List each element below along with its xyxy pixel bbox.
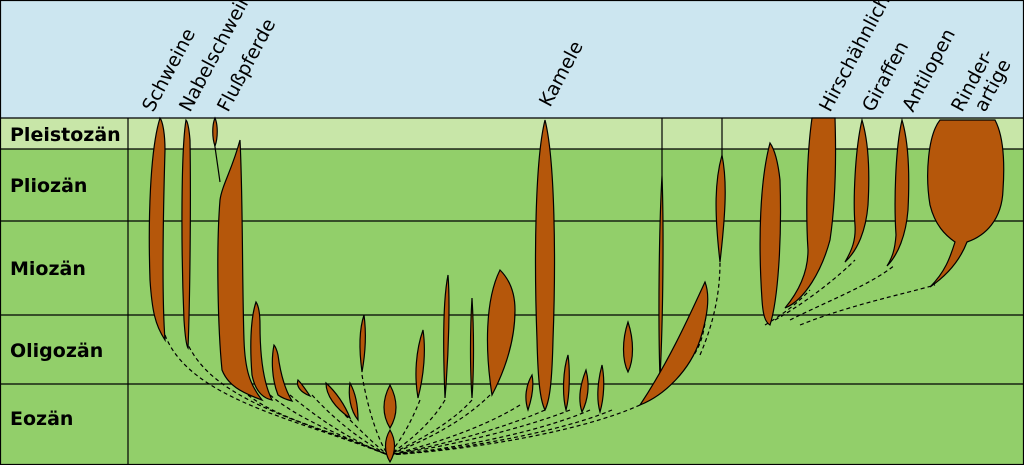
epoch-label-pleistocene: Pleistozän [10, 124, 121, 146]
lineage-schweine [148, 116, 166, 343]
lineage-extinct-7 [415, 329, 425, 399]
eocene-band [0, 384, 1024, 465]
lineage-extinct-3 [296, 378, 312, 398]
lineage-flusspferde-early [212, 116, 218, 148]
lineage-extinct-8 [443, 274, 450, 399]
lineage-extinct-5 [348, 381, 359, 422]
lineage-extinct-14 [597, 364, 605, 415]
lineage-extinct-11 [525, 373, 534, 412]
lineage-extinct-19 [759, 141, 782, 326]
lineage-root-base [384, 428, 396, 464]
lineage-flusspferde [217, 139, 264, 402]
lineage-rinderartige [927, 119, 1005, 288]
epoch-label-oligocene: Oligozän [10, 340, 103, 362]
lineage-antilopen [886, 117, 910, 267]
lineage-extinct-4 [325, 381, 352, 420]
lineage-giraffen [844, 117, 870, 263]
lineage-extinct-18 [715, 154, 726, 263]
sky-band [0, 0, 1024, 118]
lineage-extinct-6 [359, 314, 366, 373]
lineage-extinct-12 [562, 354, 570, 413]
lineage-extinct-9 [469, 297, 475, 399]
lineage-extinct-17 [638, 280, 709, 407]
pliocene-band [0, 149, 1024, 221]
lineage-kamele [534, 119, 556, 412]
epoch-label-miocene: Miozän [10, 258, 86, 280]
epoch-label-pliocene: Pliozän [10, 175, 87, 197]
lineage-extinct-15 [622, 320, 634, 374]
ancestral-connectors [164, 259, 936, 456]
epoch-label-eocene: Eozän [10, 408, 73, 430]
lineage-extinct-10 [486, 268, 516, 397]
pleistocene-band [0, 118, 1024, 149]
lineage-extinct-13 [579, 368, 589, 414]
lineage-extinct-2 [271, 343, 294, 402]
lineage-hirschaehnliche [784, 117, 837, 309]
lineage-extinct-1 [250, 300, 274, 401]
lineage-root-stem [383, 383, 397, 430]
lineage-nabelschweine [181, 118, 191, 350]
